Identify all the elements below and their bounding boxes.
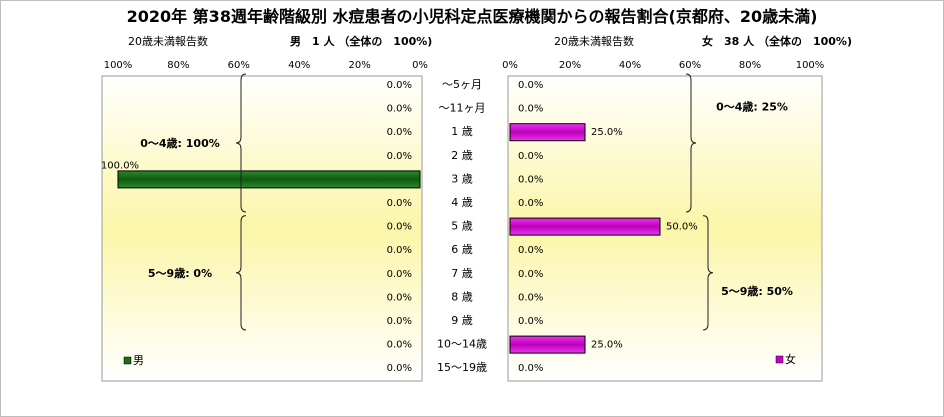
right-bar [509,335,586,354]
age-category-label: 6 歳 [451,243,473,256]
left-tick-label: 100% [104,60,133,71]
right-header-total: 女 38 人 （全体の 100%) [702,34,852,48]
left-value-label: 0.0% [387,222,412,233]
right-value-label: 0.0% [518,245,543,256]
right-value-label: 0.0% [518,198,543,209]
age-category-label: 3 歳 [451,172,473,185]
right-tick-label: 20% [559,60,581,71]
left-group-brace [235,73,247,213]
left-tick-label: 0% [412,60,428,71]
age-category-label: 10～14歳 [437,338,487,351]
age-category-label: ～11ヶ月 [439,102,486,115]
left-value-label: 0.0% [387,104,412,115]
right-value-label: 0.0% [518,174,543,185]
right-tick-label: 60% [679,60,701,71]
left-value-label: 0.0% [387,127,412,138]
right-tick-label: 40% [619,60,641,71]
left-tick-label: 20% [348,60,370,71]
legend-swatch-female [775,355,784,364]
right-value-label: 25.0% [591,340,623,351]
left-group-label: 5～9歳: 0% [148,266,212,280]
right-group-brace [702,215,714,331]
left-value-label: 0.0% [387,80,412,91]
left-header-total: 男 1 人 （全体の 100%) [290,34,432,48]
right-value-label: 0.0% [518,80,543,91]
left-tick-label: 40% [288,60,310,71]
left-value-label: 100.0% [101,160,139,171]
right-value-label: 0.0% [518,104,543,115]
right-value-label: 0.0% [518,363,543,374]
right-group-label: 0～4歳: 25% [716,100,788,114]
right-bar [509,217,661,236]
age-category-label: 5 歳 [451,220,473,233]
right-tick-label: 0% [502,60,518,71]
left-value-label: 0.0% [387,316,412,327]
chart-title: 2020年 第38週年齢階級別 水痘患者の小児科定点医療機関からの報告割合(京都… [127,7,818,26]
right-header-label: 20歳未満報告数 [554,35,634,48]
left-tick-label: 80% [167,60,189,71]
left-header-label: 20歳未満報告数 [128,35,208,48]
left-group-brace [235,215,247,331]
left-tick-labels: 100% 80% 60% 40% 20% 0% [104,60,428,71]
legend-label-male: 男 [133,354,144,367]
age-category-label: 9 歳 [451,314,473,327]
right-value-labels: 0.0% 0.0% 25.0% 0.0% 0.0% 0.0% 50.0% 0.0% 0.0% 0.… [518,80,698,374]
right-value-label: 0.0% [518,151,543,162]
right-tick-labels: 0% 20% 40% 60% 80% 100% [502,60,824,71]
age-category-label: 15～19歳 [437,361,487,374]
left-legend: 男 [123,354,144,367]
right-value-label: 50.0% [666,222,698,233]
right-bars [509,123,661,354]
left-value-label: 0.0% [387,292,412,303]
right-value-label: 0.0% [518,316,543,327]
right-value-label: 0.0% [518,292,543,303]
right-group-brace [685,73,697,213]
age-category-label: 8 歳 [451,290,473,303]
age-category-label: 2 歳 [451,149,473,162]
age-category-label: 4 歳 [451,196,473,209]
right-group-braces: 0～4歳: 25% 5～9歳: 50% [685,73,793,331]
legend-swatch-male [123,356,132,365]
right-legend: 女 [775,352,796,366]
right-bar [509,123,586,142]
age-category-label: 7 歳 [451,267,473,280]
legend-label-female: 女 [785,352,796,366]
left-bar [117,170,421,189]
left-group-braces: 0～4歳: 100% 5～9歳: 0% [140,73,247,331]
left-value-label: 0.0% [387,151,412,162]
age-category-labels: ～5ヶ月 ～11ヶ月 1 歳 2 歳 3 歳 4 歳 5 歳 6 歳 7 歳 8 歳 9 歳 10～1… [437,78,487,374]
left-value-label: 0.0% [387,245,412,256]
left-bars [117,170,421,189]
right-group-label: 5～9歳: 50% [721,284,793,298]
age-category-label: 1 歳 [451,125,473,138]
left-value-labels: 0.0% 0.0% 0.0% 0.0% 100.0% 0.0% 0.0% 0.0% 0.0% 0.… [101,80,412,374]
right-value-label: 0.0% [518,269,543,280]
left-value-label: 0.0% [387,269,412,280]
left-plot-area [101,75,423,382]
right-value-label: 25.0% [591,127,623,138]
left-group-label: 0～4歳: 100% [140,136,220,150]
left-value-label: 0.0% [387,198,412,209]
right-tick-label: 100% [796,60,825,71]
right-tick-label: 80% [739,60,761,71]
left-value-label: 0.0% [387,340,412,351]
age-category-label: ～5ヶ月 [442,78,482,91]
left-tick-label: 60% [228,60,250,71]
left-value-label: 0.0% [387,363,412,374]
